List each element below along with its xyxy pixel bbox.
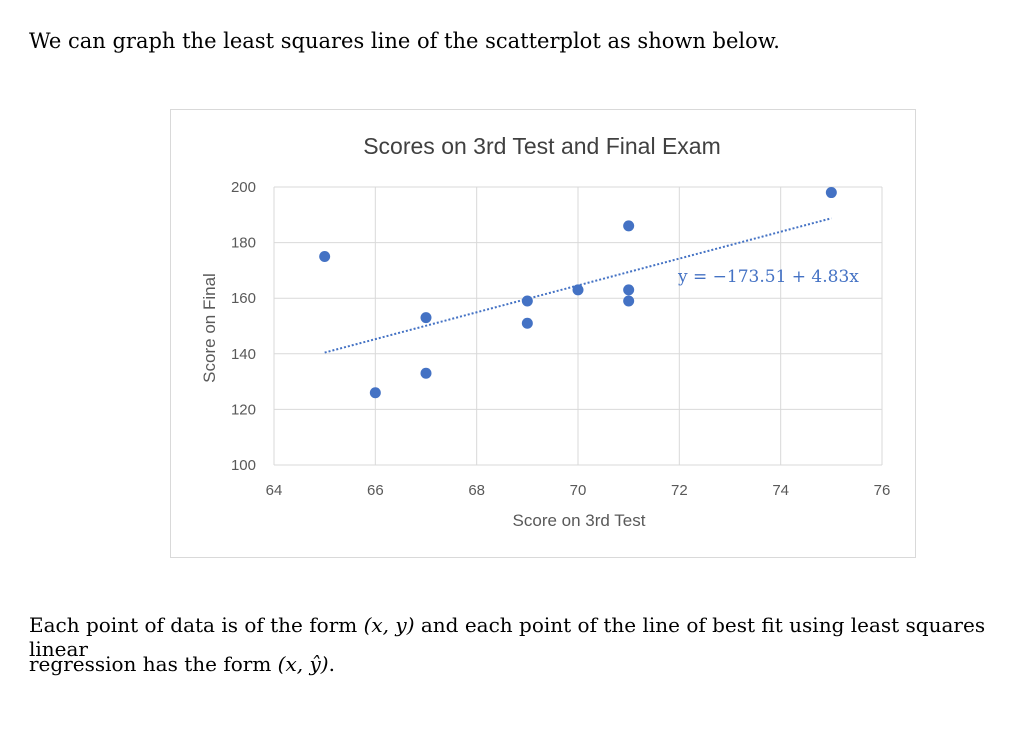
x-tick-label: 68 xyxy=(468,482,485,499)
paragraph-line-1: Each point of data is of the form (x, y)… xyxy=(29,613,1024,661)
data-point xyxy=(623,295,635,307)
fit-point-form: (x, ŷ) xyxy=(277,652,329,676)
y-axis-title: Score on Final xyxy=(200,273,219,383)
y-tick-label: 200 xyxy=(231,179,256,196)
y-tick-label: 120 xyxy=(231,401,256,418)
y-tick-label: 140 xyxy=(231,346,256,363)
paragraph-2-suffix: . xyxy=(328,652,335,676)
data-point xyxy=(319,251,331,262)
data-point-form: (x, y) xyxy=(363,613,415,637)
chart-area-border xyxy=(170,109,916,558)
data-point xyxy=(623,220,635,232)
data-point xyxy=(521,317,533,329)
intro-text: We can graph the least squares line of t… xyxy=(29,29,780,53)
paragraph-line-2: regression has the form (x, ŷ). xyxy=(29,652,335,676)
y-tick-label: 100 xyxy=(231,457,256,474)
data-point xyxy=(420,312,432,324)
data-point xyxy=(420,367,432,379)
trendline-equation: y = −173.51 + 4.83x xyxy=(677,267,859,287)
paragraph-2-prefix: regression has the form xyxy=(29,652,278,676)
y-tick-label: 180 xyxy=(231,235,256,252)
gridlines xyxy=(273,186,883,466)
x-tick-label: 70 xyxy=(570,482,587,499)
tick-labels: 100 120 140 160 180 200 64 66 68 70 72 74 76 xyxy=(231,179,890,499)
data-point xyxy=(572,284,584,296)
x-tick-label: 72 xyxy=(671,482,688,499)
data-point xyxy=(623,284,635,296)
x-axis-title: Score on 3rd Test xyxy=(513,511,646,530)
scatter-chart: 100 120 140 160 180 200 64 66 68 70 72 74 76 Scores … xyxy=(170,109,916,558)
chart-title: Scores on 3rd Test and Final Exam xyxy=(363,133,721,159)
data-point xyxy=(825,187,837,199)
chart-svg: 100 120 140 160 180 200 64 66 68 70 72 74 76 Scores … xyxy=(170,109,916,558)
trendline xyxy=(324,217,832,354)
data-point xyxy=(369,387,381,399)
x-tick-label: 64 xyxy=(266,482,283,499)
paragraph-1-prefix: Each point of data is of the form xyxy=(29,613,364,637)
paragraph-1-suffix: and each point of the line of best fit u… xyxy=(29,613,986,661)
trendline-layer xyxy=(324,217,832,354)
data-point xyxy=(521,295,533,307)
x-tick-label: 66 xyxy=(367,482,384,499)
x-tick-label: 76 xyxy=(874,482,891,499)
data-points xyxy=(319,187,837,399)
x-tick-label: 74 xyxy=(772,482,789,499)
y-tick-label: 160 xyxy=(231,290,256,307)
